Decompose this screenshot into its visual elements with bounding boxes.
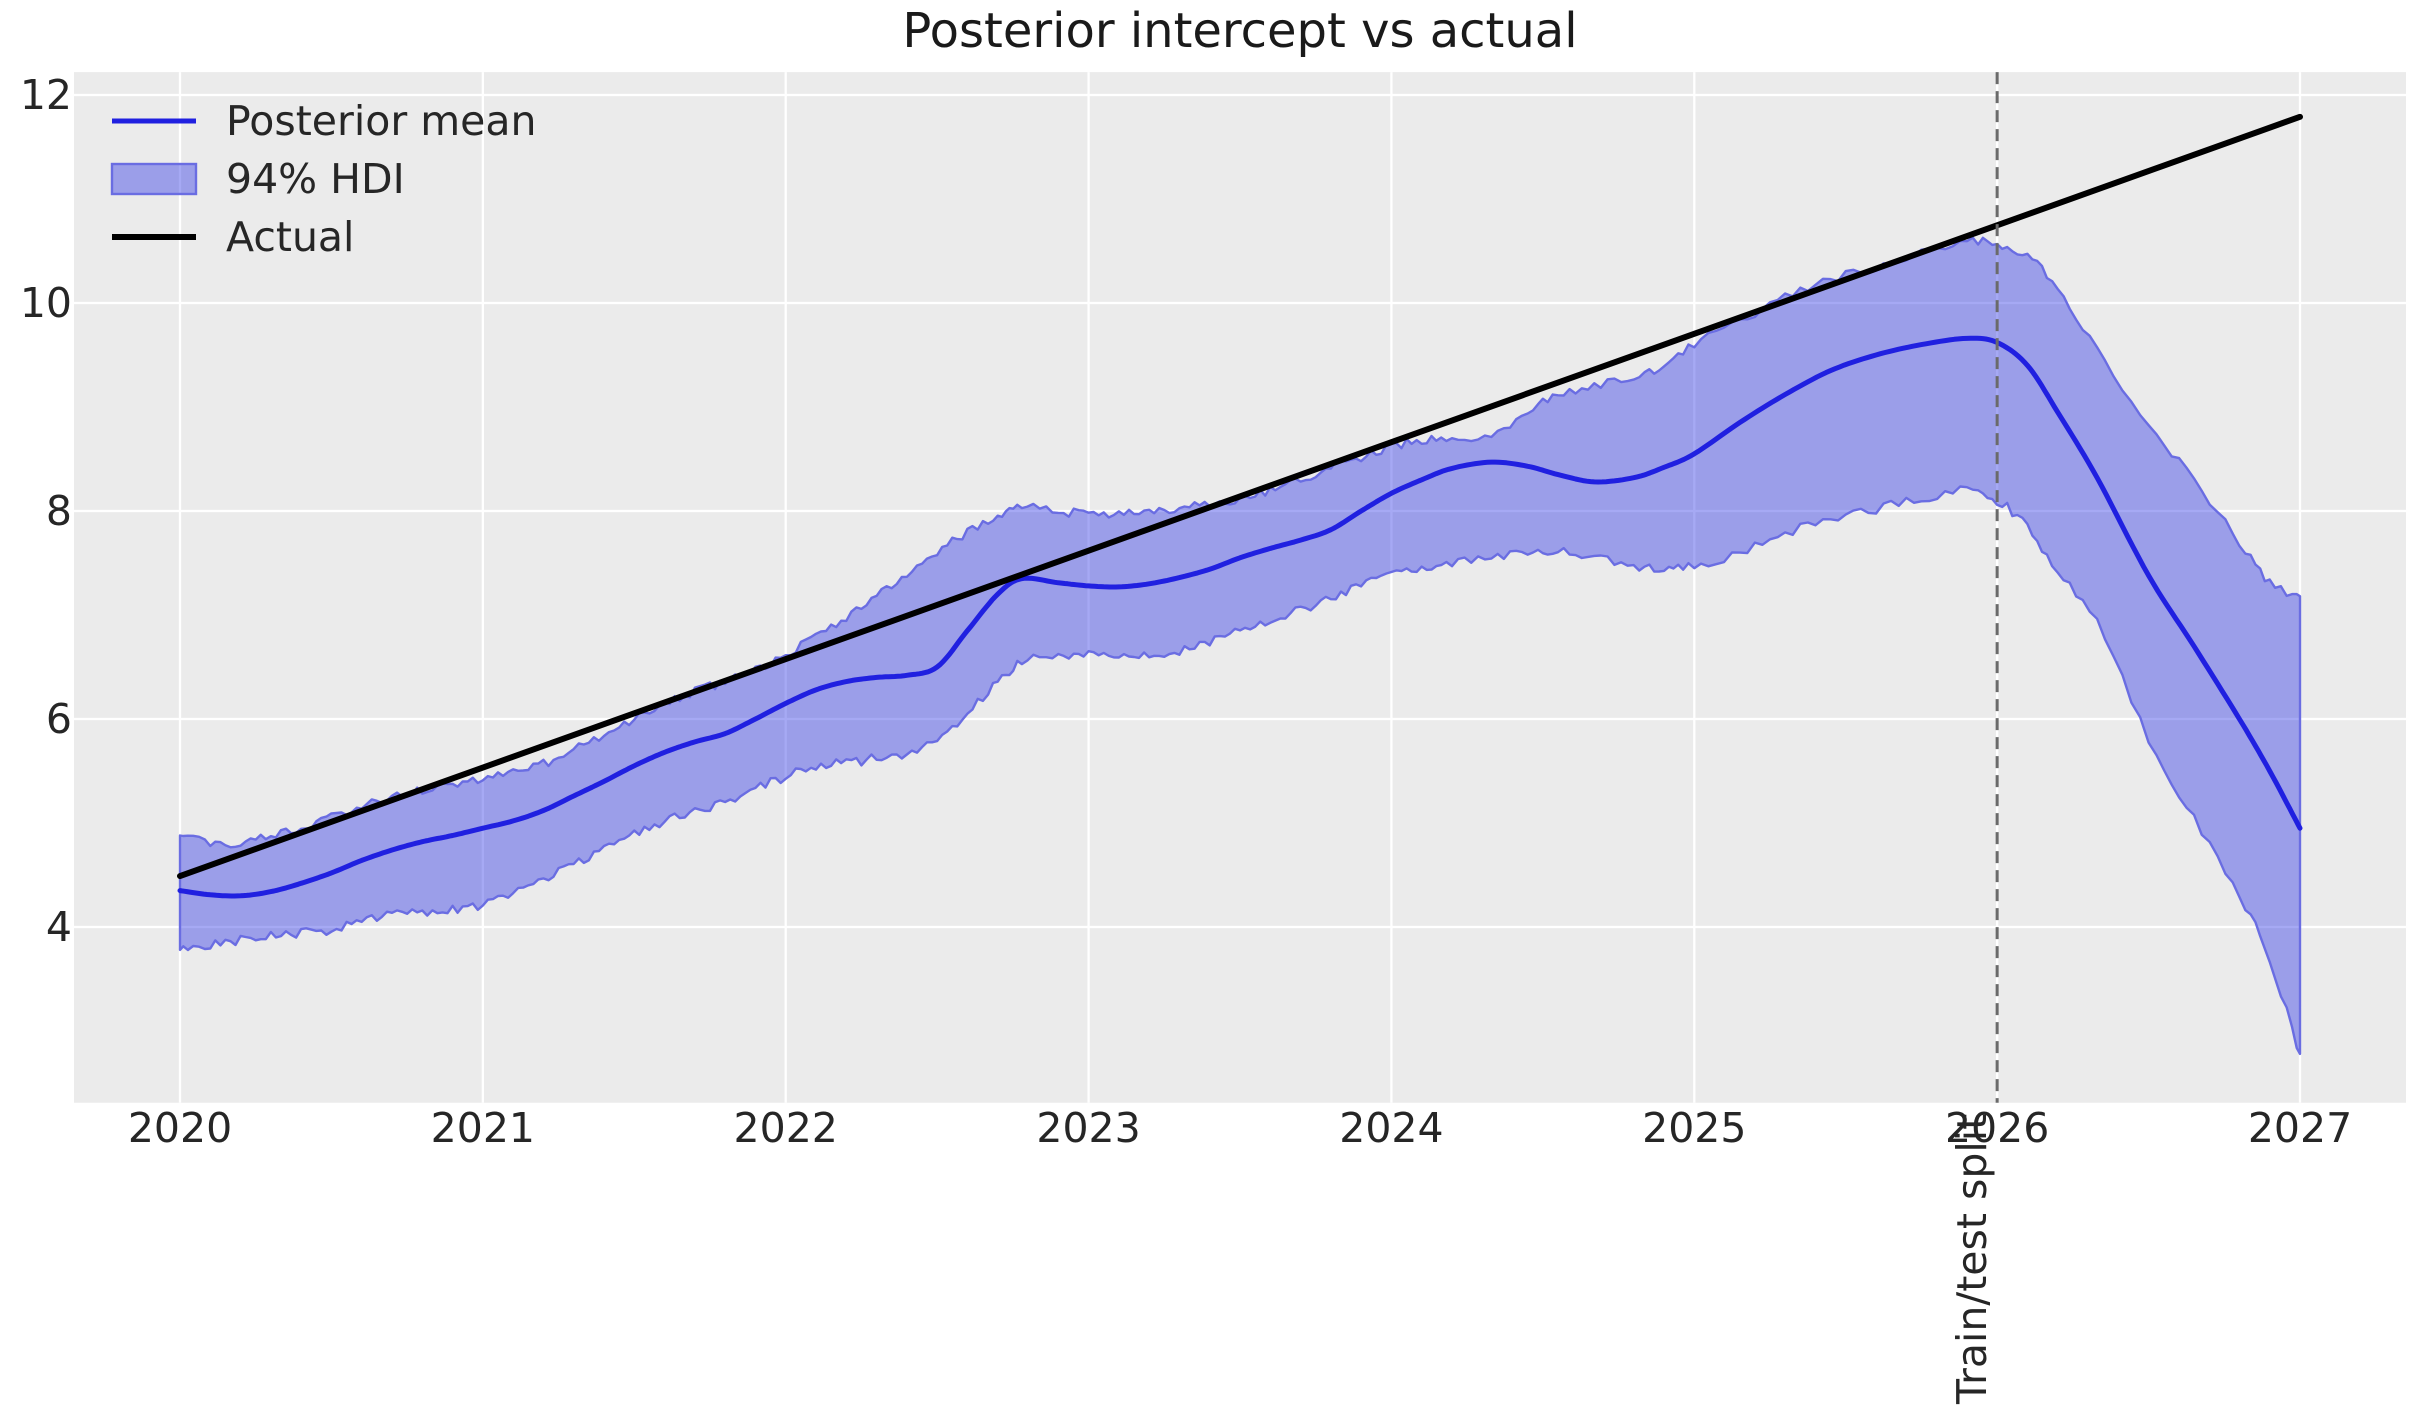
x-tick-label: 2024 — [1339, 1104, 1443, 1152]
legend-swatch-hdi — [110, 162, 198, 196]
x-tick-label: 2020 — [128, 1104, 232, 1152]
y-tick-label: 12 — [20, 71, 72, 119]
x-tick-label: 2025 — [1642, 1104, 1746, 1152]
hdi-band — [178, 236, 2302, 1056]
y-tick-label: 10 — [20, 279, 72, 327]
chart-title: Posterior intercept vs actual — [902, 3, 1577, 59]
legend-item-label: Posterior mean — [226, 97, 537, 145]
x-tick-label: 2022 — [734, 1104, 838, 1152]
train-test-split-label: Train/test split — [1948, 1114, 1996, 1405]
y-tick-label: 6 — [46, 695, 72, 743]
posterior-mean-line — [177, 335, 2303, 899]
x-tick-label: 2026 — [1945, 1104, 2049, 1152]
legend-item-label: Actual — [226, 213, 354, 261]
y-tick-label: 8 — [46, 487, 72, 535]
actual-line — [177, 113, 2303, 880]
legend-item-label: 94% HDI — [226, 155, 405, 203]
y-tick-label: 4 — [46, 903, 72, 951]
x-tick-label: 2027 — [2248, 1104, 2352, 1152]
x-tick-label: 2023 — [1036, 1104, 1140, 1152]
x-tick-label: 2021 — [431, 1104, 535, 1152]
plot-area — [74, 72, 2406, 1103]
